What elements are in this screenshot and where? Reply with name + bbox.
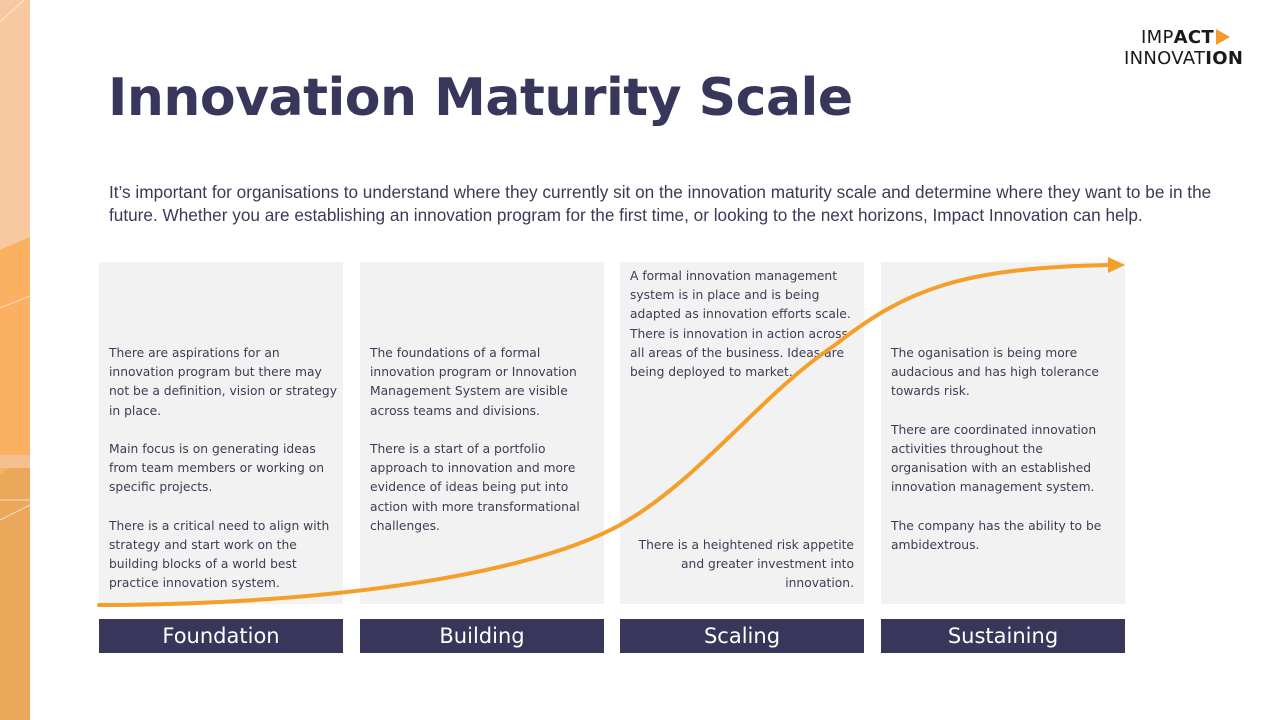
panel-text: The foundations of a formal innovation p… [370,346,580,533]
panel-text: The oganisation is being more audacious … [891,346,1102,552]
logo-line-1: IMPACT [1124,27,1264,48]
stage-label-foundation: Foundation [99,619,343,653]
logo-line-2: INNOVATION [1124,48,1244,69]
decorative-side-band [0,0,30,720]
panel-text-bottom: There is a heightened risk appetite and … [638,538,854,591]
slide-title: Innovation Maturity Scale [108,68,853,128]
intro-paragraph: It’s important for organisations to unde… [109,182,1212,225]
stage-panel-foundation: There are aspirations for an innovation … [99,262,343,604]
stage-label-scaling: Scaling [620,619,864,653]
panel-text: There are aspirations for an innovation … [109,346,337,591]
panel-text-top: A formal innovation management system is… [630,269,851,380]
stage-panel-sustaining: The oganisation is being more audacious … [881,262,1125,604]
stage-panel-building: The foundations of a formal innovation p… [360,262,604,604]
impact-innovation-logo: IMPACT INNOVATION [1124,27,1264,71]
play-arrow-icon [1215,29,1230,45]
stage-label-sustaining: Sustaining [881,619,1125,653]
stage-panel-scaling: A formal innovation management system is… [620,262,864,604]
stage-label-building: Building [360,619,604,653]
